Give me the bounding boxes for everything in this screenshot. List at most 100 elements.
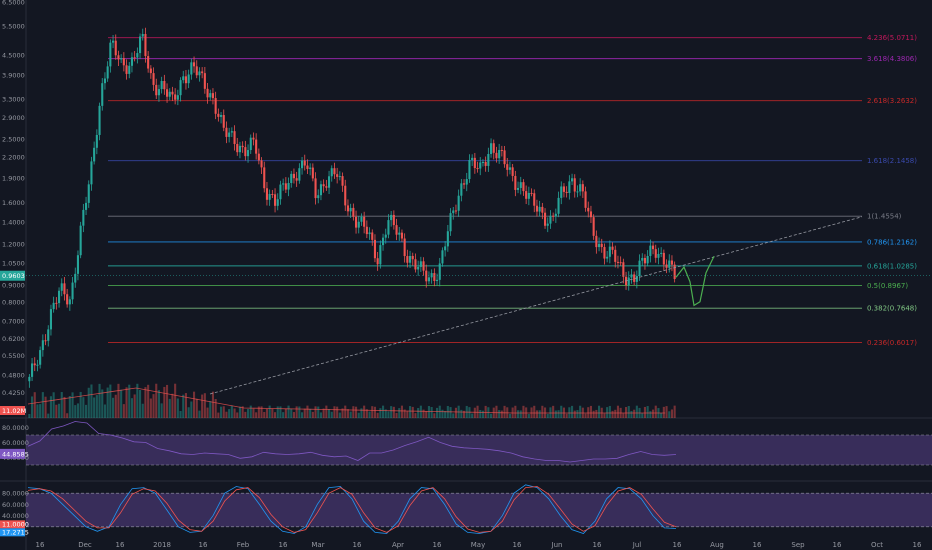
volume-bar <box>349 411 352 418</box>
candle-body <box>109 42 112 67</box>
volume-bar <box>406 411 409 418</box>
candle-body <box>606 256 609 259</box>
volume-bar <box>301 412 304 418</box>
volume-bar <box>74 405 77 418</box>
candle-body <box>492 143 495 153</box>
volume-bar <box>247 408 250 418</box>
volume-bar <box>649 411 652 418</box>
volume-bar <box>63 396 66 418</box>
candle-body <box>441 250 444 264</box>
volume-bar <box>517 410 520 418</box>
time-axis-label: Jun <box>551 541 563 549</box>
candle-body <box>136 53 139 58</box>
time-axis-label: 16 <box>279 541 288 549</box>
volume-bar <box>409 406 412 418</box>
volume-bar <box>306 405 309 418</box>
time-axis-label: 16 <box>753 541 762 549</box>
volume-bar <box>419 405 422 418</box>
rsi-line <box>27 421 677 463</box>
volume-bar <box>608 405 611 418</box>
volume-bar <box>287 405 290 418</box>
candle-body <box>454 210 457 212</box>
candle-body <box>263 167 266 189</box>
candle-body <box>573 178 576 192</box>
stoch-line-k <box>27 484 677 534</box>
candle-body <box>603 247 606 259</box>
candle-body <box>457 195 460 211</box>
volume-bar <box>554 410 557 418</box>
candle-body <box>52 302 55 310</box>
candle-body <box>247 150 250 157</box>
candle-body <box>284 183 287 190</box>
candle-body <box>638 260 641 276</box>
volume-bar <box>85 404 88 418</box>
volume-bar <box>433 413 436 418</box>
volume-bar <box>352 406 355 418</box>
candle-body <box>619 262 622 264</box>
stoch-k-value: 17.2715 <box>2 528 29 536</box>
volume-bar <box>122 404 125 418</box>
candle-body <box>252 137 255 140</box>
candle-body <box>503 150 506 165</box>
candle-body <box>322 184 325 187</box>
price-axis-label: 0.4800 <box>2 371 25 379</box>
candle-body <box>260 160 263 168</box>
time-axis-label: 16 <box>673 541 682 549</box>
last-price-value: 0.9603 <box>2 272 25 280</box>
volume-bar <box>595 409 598 418</box>
volume-bar <box>87 387 90 418</box>
volume-bar <box>390 406 393 418</box>
volume-bar <box>47 413 50 418</box>
candle-body <box>554 213 557 217</box>
candle-body <box>144 33 147 57</box>
volume-bar <box>292 412 295 418</box>
candle-body <box>384 234 387 238</box>
volume-bar <box>436 407 439 418</box>
candle-body <box>276 199 279 206</box>
candle-body <box>622 262 625 277</box>
candle-body <box>49 309 52 330</box>
price-axis-label: 3.3000 <box>2 96 25 104</box>
fib-level-label: 2.618(3.2632) <box>867 97 917 105</box>
volume-bar <box>236 412 239 418</box>
candle-body <box>452 210 455 214</box>
volume-bar <box>371 406 374 418</box>
price-axis-label: 1.4000 <box>2 218 25 226</box>
time-axis-label: 16 <box>433 541 442 549</box>
volume-bar <box>176 398 179 418</box>
volume-bar <box>36 404 39 418</box>
candle-body <box>179 80 182 96</box>
volume-bar <box>220 406 223 418</box>
candle-body <box>635 275 638 282</box>
candle-body <box>141 33 144 37</box>
volume-bar <box>527 413 530 418</box>
volume-bar <box>160 403 163 418</box>
price-axis-label: 0.8000 <box>2 298 25 306</box>
candle-body <box>641 257 644 261</box>
candle-body <box>279 184 282 200</box>
price-axis-label: 4.5000 <box>2 51 25 59</box>
price-axis-label: 2.9000 <box>2 114 25 122</box>
volume-bar <box>622 413 625 418</box>
candle-body <box>171 91 174 95</box>
fib-level-label: 0.786(1.2162) <box>867 238 917 246</box>
volume-bar <box>341 408 344 418</box>
volume-bar <box>427 406 430 418</box>
candle-body <box>133 57 136 59</box>
candle-body <box>449 213 452 232</box>
volume-bar <box>311 411 314 418</box>
volume-bar <box>282 412 285 418</box>
candle-body <box>592 217 595 236</box>
candle-body <box>660 252 663 254</box>
candle-body <box>368 232 371 235</box>
volume-bar <box>538 410 541 418</box>
candle-body <box>400 232 403 239</box>
volume-bar <box>365 409 368 418</box>
candle-body <box>549 215 552 224</box>
candle-body <box>355 216 358 228</box>
volume-bar <box>417 408 420 418</box>
